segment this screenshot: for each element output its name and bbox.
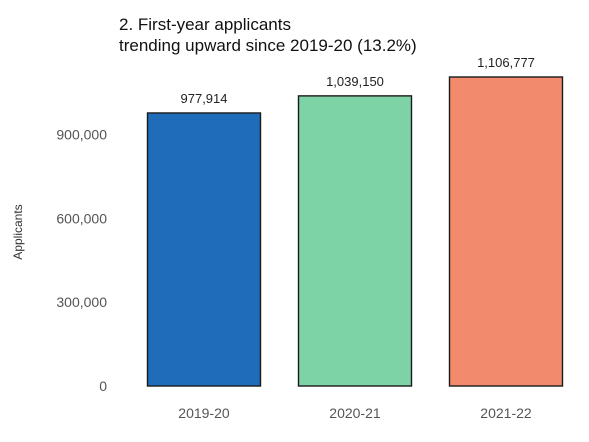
bars: 977,914 1,039,150 1,106,777: [146, 55, 564, 387]
data-label: 1,039,150: [326, 74, 384, 89]
y-axis-ticks: 0 300,000 600,000 900,000: [56, 127, 107, 394]
chart-subtitle: trending upward since 2019-20 (13.2%): [119, 36, 417, 55]
y-tick-label: 900,000: [56, 127, 107, 143]
bar-2019-20: [146, 112, 262, 387]
y-tick-label: 300,000: [56, 294, 107, 310]
bar-2020-21: [297, 95, 413, 387]
x-axis-ticks: 2019-20 2020-21 2021-22: [178, 405, 532, 421]
y-tick-label: 0: [99, 378, 107, 394]
data-label: 1,106,777: [477, 55, 535, 70]
x-tick-label: 2021-22: [480, 405, 532, 421]
x-tick-label: 2020-21: [329, 405, 381, 421]
chart-title: 2. First-year applicants: [119, 15, 291, 34]
data-label: 977,914: [181, 91, 228, 106]
y-tick-label: 600,000: [56, 210, 107, 226]
bar-2021-22: [448, 76, 564, 387]
y-axis-title: Applicants: [11, 204, 25, 259]
x-tick-label: 2019-20: [178, 405, 230, 421]
